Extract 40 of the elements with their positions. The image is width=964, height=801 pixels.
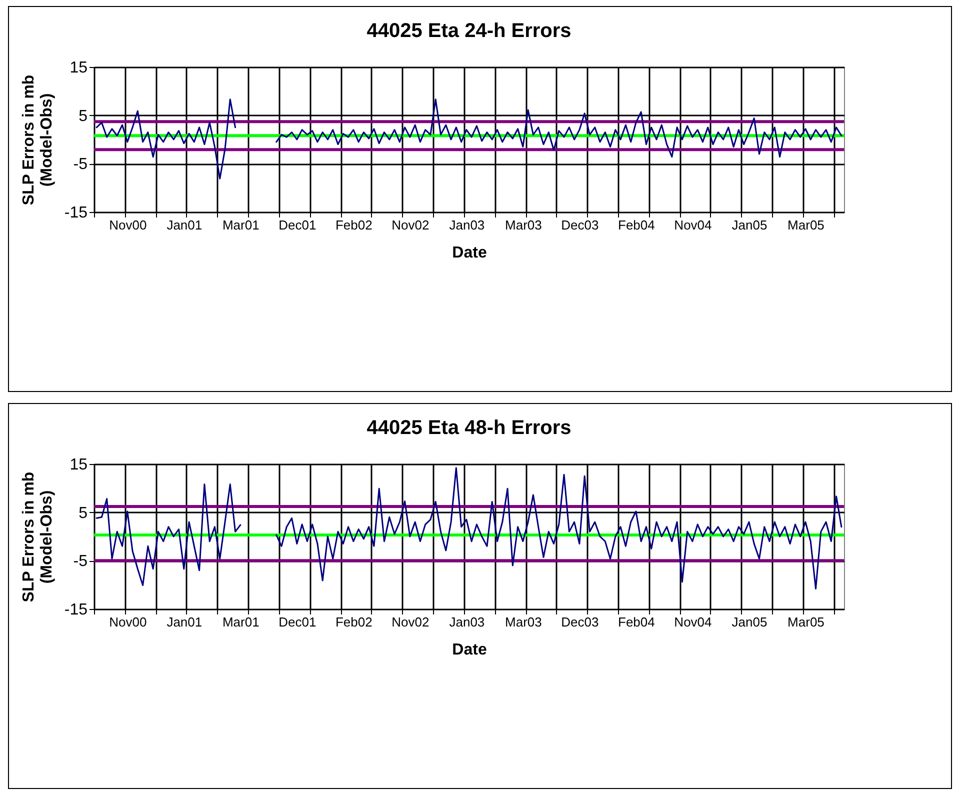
x-tick-label: Nov00 <box>109 218 147 232</box>
x-tick-label: Jan03 <box>449 614 485 630</box>
y-tick-label: -5 <box>73 553 88 570</box>
x-tick-label: Feb02 <box>335 614 372 630</box>
x-tick-label: Mar01 <box>222 218 260 232</box>
x-tick-label: Jan01 <box>166 218 202 232</box>
y-tick-label: 15 <box>70 456 88 474</box>
x-tick-label: Dec03 <box>561 218 599 232</box>
y-tick-label: 15 <box>70 60 88 76</box>
x-tick-label: Feb04 <box>618 614 655 630</box>
x-tick-label: Mar05 <box>788 614 824 630</box>
x-axis-title: Date <box>452 642 487 658</box>
chart-title: 44025 Eta 48-h Errors <box>366 417 572 439</box>
y-tick-label: 5 <box>78 504 88 522</box>
x-tick-label: Feb04 <box>618 218 655 232</box>
x-tick-label: Nov02 <box>392 614 430 630</box>
x-tick-label: Jan03 <box>449 218 485 232</box>
x-tick-label: Dec03 <box>561 614 599 630</box>
x-tick-label: Nov02 <box>392 218 430 232</box>
chart-title: 44025 Eta 24-h Errors <box>366 20 572 42</box>
x-tick-label: Jan05 <box>732 614 768 630</box>
x-tick-label: Dec01 <box>278 218 316 232</box>
x-tick-label: Jan01 <box>166 614 202 630</box>
y-axis-title: SLP Errors in mb (Model-Obs) <box>20 472 56 602</box>
x-tick-label: Nov00 <box>109 614 147 630</box>
x-axis-title: Date <box>452 244 487 262</box>
y-tick-label: -15 <box>64 204 88 222</box>
y-tick-label: -15 <box>64 602 88 618</box>
x-tick-label: Jan05 <box>732 218 768 232</box>
x-tick-label: Feb02 <box>335 218 372 232</box>
x-tick-label: Nov04 <box>674 614 712 630</box>
y-tick-label: 5 <box>78 108 88 125</box>
x-tick-label: Mar03 <box>505 218 542 232</box>
x-tick-label: Mar01 <box>222 614 260 630</box>
x-tick-label: Dec01 <box>278 614 316 630</box>
y-axis-title: SLP Errors in mb (Model-Obs) <box>20 74 56 206</box>
x-tick-label: Nov04 <box>674 218 712 232</box>
y-tick-label: -5 <box>73 156 88 174</box>
x-tick-label: Mar03 <box>505 614 542 630</box>
x-tick-label: Mar05 <box>788 218 824 232</box>
